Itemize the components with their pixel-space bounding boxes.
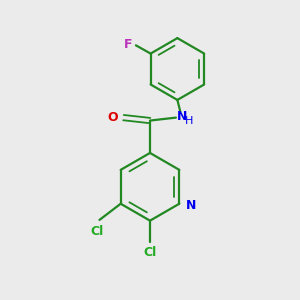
Text: H: H	[185, 116, 193, 126]
Text: Cl: Cl	[143, 246, 157, 259]
Text: Cl: Cl	[91, 225, 104, 238]
Text: F: F	[124, 38, 132, 51]
Text: N: N	[186, 199, 196, 212]
Text: O: O	[108, 111, 118, 124]
Text: N: N	[177, 110, 188, 123]
